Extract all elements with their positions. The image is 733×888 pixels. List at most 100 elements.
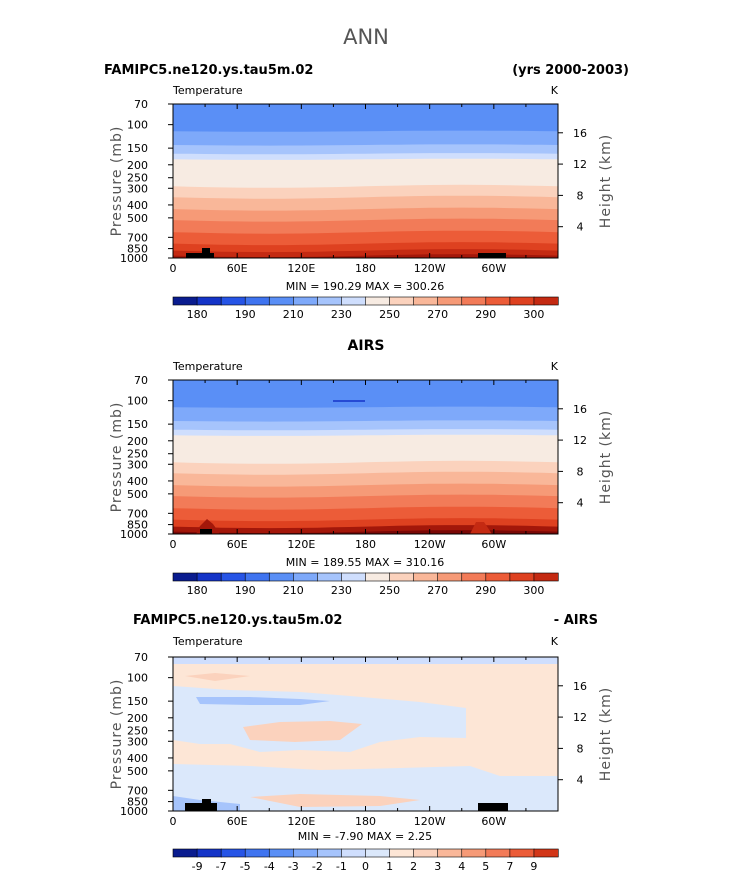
height-tick-label: 4 <box>577 497 584 510</box>
height-tick-label: 4 <box>577 774 584 787</box>
pressure-tick-label: 1000 <box>120 252 148 265</box>
panel1-plot <box>173 104 558 258</box>
panel3-terrain-block <box>478 803 508 811</box>
lon-tick-label: 120W <box>414 815 446 828</box>
height-tick-label: 12 <box>573 434 587 447</box>
panel2-variable: Temperature <box>172 360 243 373</box>
pressure-tick-label: 700 <box>127 507 148 520</box>
panel2-colorbar: 180 190 210 230 250 270 290 300 <box>172 572 559 597</box>
colorbar-label: 180 <box>187 308 208 321</box>
pressure-tick-label: 250 <box>127 448 148 461</box>
colorbar-label: -3 <box>288 860 299 873</box>
colorbar-swatch <box>220 848 246 858</box>
colorbar-swatch <box>293 296 318 306</box>
lon-tick-label: 0 <box>170 538 177 551</box>
colorbar-swatch <box>172 296 198 306</box>
height-tick-label: 16 <box>573 127 587 140</box>
colorbar-swatch <box>244 296 270 306</box>
panel2-hotspot <box>470 522 492 534</box>
panel3-units: K <box>551 635 559 648</box>
pressure-tick-label: 300 <box>127 182 148 195</box>
pressure-tick-label: 850 <box>127 519 148 532</box>
panel2-terrain-block <box>200 529 212 534</box>
panel1-colorbar: 180 190 210 230 250 270 290 300 <box>172 296 559 321</box>
colorbar-swatch <box>244 572 270 582</box>
lon-tick-label: 120W <box>414 538 446 551</box>
colorbar-swatch <box>413 572 439 582</box>
panel1-right-title: (yrs 2000-2003) <box>512 63 629 78</box>
colorbar-label: 5 <box>482 860 489 873</box>
panel1-terrain-block <box>186 253 214 258</box>
colorbar-swatch <box>220 572 246 582</box>
lon-tick-label: 60W <box>481 815 506 828</box>
height-tick-label: 16 <box>573 680 587 693</box>
colorbar-swatch <box>533 848 559 858</box>
lon-tick-label: 60E <box>227 815 248 828</box>
pressure-tick-label: 100 <box>127 672 148 685</box>
panel1-terrain-block <box>202 248 210 254</box>
pressure-tick-label: 700 <box>127 231 148 244</box>
colorbar-swatch <box>461 296 487 306</box>
panel1-left-title: FAMIPC5.ne120.ys.tau5m.02 <box>104 63 313 78</box>
height-tick-label: 8 <box>577 465 584 478</box>
pressure-tick-label: 200 <box>127 159 148 172</box>
pressure-tick-label: 150 <box>127 142 148 155</box>
height-tick-label: 12 <box>573 158 587 171</box>
colorbar-swatch <box>341 848 367 858</box>
panel1-terrain <box>186 248 506 258</box>
lon-tick-label: 120W <box>414 262 446 275</box>
colorbar-swatch <box>268 572 294 582</box>
colorbar-label: 210 <box>283 308 304 321</box>
panel3-region-warm <box>250 794 420 807</box>
colorbar-label: 290 <box>475 584 496 597</box>
pressure-tick-label: 150 <box>127 695 148 708</box>
colorbar-swatch <box>172 848 198 858</box>
colorbar-label: 180 <box>187 584 208 597</box>
colorbar-swatch <box>413 848 439 858</box>
pressure-axis-label: Pressure (mb) <box>109 126 125 237</box>
colorbar-swatch <box>437 296 463 306</box>
pressure-tick-label: 850 <box>127 796 148 809</box>
colorbar-swatch <box>437 572 463 582</box>
colorbar-label: 7 <box>506 860 513 873</box>
pressure-tick-label: 1000 <box>120 528 148 541</box>
lon-tick-label: 0 <box>170 262 177 275</box>
colorbar-swatch <box>389 296 415 306</box>
colorbar-swatch <box>413 296 439 306</box>
pressure-tick-label: 70 <box>134 98 148 111</box>
pressure-tick-label: 400 <box>127 199 148 212</box>
colorbar-label: 190 <box>235 584 256 597</box>
colorbar-swatch <box>365 296 391 306</box>
panel2-center-title: AIRS <box>348 338 385 354</box>
colorbar-swatch <box>485 296 511 306</box>
colorbar-label: -7 <box>216 860 227 873</box>
pressure-tick-label: 100 <box>127 395 148 408</box>
pressure-tick-label: 70 <box>134 651 148 664</box>
colorbar-swatch <box>461 848 487 858</box>
colorbar-swatch <box>389 572 415 582</box>
colorbar-swatch <box>317 296 343 306</box>
panel3-stats: MIN = -7.90 MAX = 2.25 <box>298 830 432 843</box>
lon-tick-label: 180 <box>355 262 376 275</box>
colorbar-swatch <box>509 848 535 858</box>
colorbar-swatch <box>485 572 511 582</box>
panel2-plot <box>173 380 558 534</box>
panel3-variable: Temperature <box>172 635 243 648</box>
colorbar-swatch <box>196 296 222 306</box>
panel3-region-warm <box>185 673 250 681</box>
height-tick-label: 8 <box>577 189 584 202</box>
colorbar-swatch <box>365 572 391 582</box>
pressure-tick-label: 250 <box>127 725 148 738</box>
colorbar-label: 250 <box>379 308 400 321</box>
panel3-region-warm <box>243 721 362 742</box>
panel-model: FAMIPC5.ne120.ys.tau5m.02 (yrs 2000-2003… <box>104 63 629 321</box>
panel3-left-title: FAMIPC5.ne120.ys.tau5m.02 <box>133 613 342 628</box>
lon-tick-label: 120E <box>287 815 315 828</box>
lon-tick-label: 60E <box>227 538 248 551</box>
lon-tick-label: 60W <box>481 262 506 275</box>
panel3-right-title: - AIRS <box>554 613 598 628</box>
colorbar-swatch <box>461 572 487 582</box>
pressure-tick-label: 400 <box>127 752 148 765</box>
